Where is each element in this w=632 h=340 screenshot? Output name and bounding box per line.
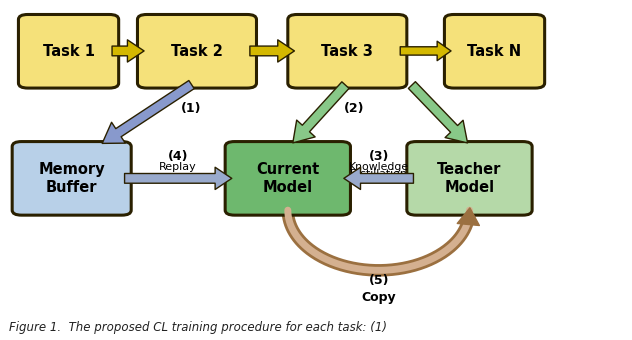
- Text: Memory
Buffer: Memory Buffer: [39, 162, 105, 194]
- Text: Figure 1.  The proposed CL training procedure for each task: (1): Figure 1. The proposed CL training proce…: [9, 321, 387, 334]
- Text: Task 2: Task 2: [171, 44, 223, 59]
- FancyArrowPatch shape: [344, 167, 413, 189]
- FancyArrowPatch shape: [408, 82, 468, 143]
- FancyBboxPatch shape: [138, 15, 257, 88]
- Text: (4): (4): [168, 150, 188, 163]
- Text: Copy: Copy: [362, 291, 396, 304]
- Text: Task 1: Task 1: [42, 44, 95, 59]
- Text: Task 3: Task 3: [322, 44, 374, 59]
- FancyBboxPatch shape: [444, 15, 545, 88]
- FancyBboxPatch shape: [18, 15, 119, 88]
- FancyArrowPatch shape: [457, 208, 480, 225]
- FancyArrowPatch shape: [400, 41, 451, 61]
- FancyArrowPatch shape: [293, 82, 349, 143]
- Text: (3): (3): [368, 150, 389, 163]
- Text: Distillation: Distillation: [349, 169, 408, 179]
- FancyArrowPatch shape: [125, 167, 232, 189]
- FancyArrowPatch shape: [112, 40, 144, 62]
- Text: Current
Model: Current Model: [256, 162, 319, 194]
- FancyArrowPatch shape: [102, 81, 194, 143]
- Text: (5): (5): [368, 274, 389, 287]
- FancyBboxPatch shape: [288, 15, 407, 88]
- Text: Replay: Replay: [159, 162, 197, 172]
- FancyArrowPatch shape: [250, 40, 295, 62]
- Text: Teacher
Model: Teacher Model: [437, 162, 502, 194]
- FancyBboxPatch shape: [225, 141, 351, 215]
- Text: Knowledge: Knowledge: [349, 162, 409, 172]
- FancyBboxPatch shape: [12, 141, 131, 215]
- FancyBboxPatch shape: [407, 141, 532, 215]
- Text: Task N: Task N: [468, 44, 521, 59]
- Text: (1): (1): [181, 102, 202, 115]
- Text: (2): (2): [344, 102, 365, 115]
